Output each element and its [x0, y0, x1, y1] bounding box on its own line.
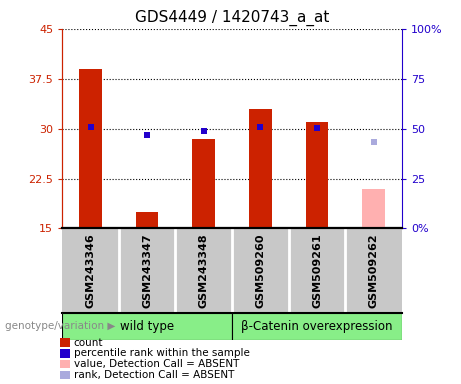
Text: β-Catenin overexpression: β-Catenin overexpression	[241, 320, 393, 333]
Text: GSM243348: GSM243348	[199, 233, 209, 308]
Bar	[79, 69, 102, 228]
Text: GSM243347: GSM243347	[142, 233, 152, 308]
Text: wild type: wild type	[120, 320, 174, 333]
Bar	[136, 212, 159, 228]
Bar	[62, 313, 232, 340]
Bar	[362, 189, 385, 228]
Text: GSM509260: GSM509260	[255, 233, 266, 308]
Text: rank, Detection Call = ABSENT: rank, Detection Call = ABSENT	[74, 370, 234, 380]
Text: percentile rank within the sample: percentile rank within the sample	[74, 348, 250, 358]
Bar	[249, 109, 272, 228]
Bar	[232, 313, 402, 340]
Text: genotype/variation ▶: genotype/variation ▶	[5, 321, 115, 331]
Text: GSM243346: GSM243346	[86, 233, 95, 308]
Text: count: count	[74, 338, 103, 348]
Text: GSM509262: GSM509262	[369, 233, 378, 308]
Bar	[306, 122, 328, 228]
Bar	[193, 139, 215, 228]
Text: GSM509261: GSM509261	[312, 233, 322, 308]
Text: value, Detection Call = ABSENT: value, Detection Call = ABSENT	[74, 359, 239, 369]
Title: GDS4449 / 1420743_a_at: GDS4449 / 1420743_a_at	[135, 10, 329, 26]
